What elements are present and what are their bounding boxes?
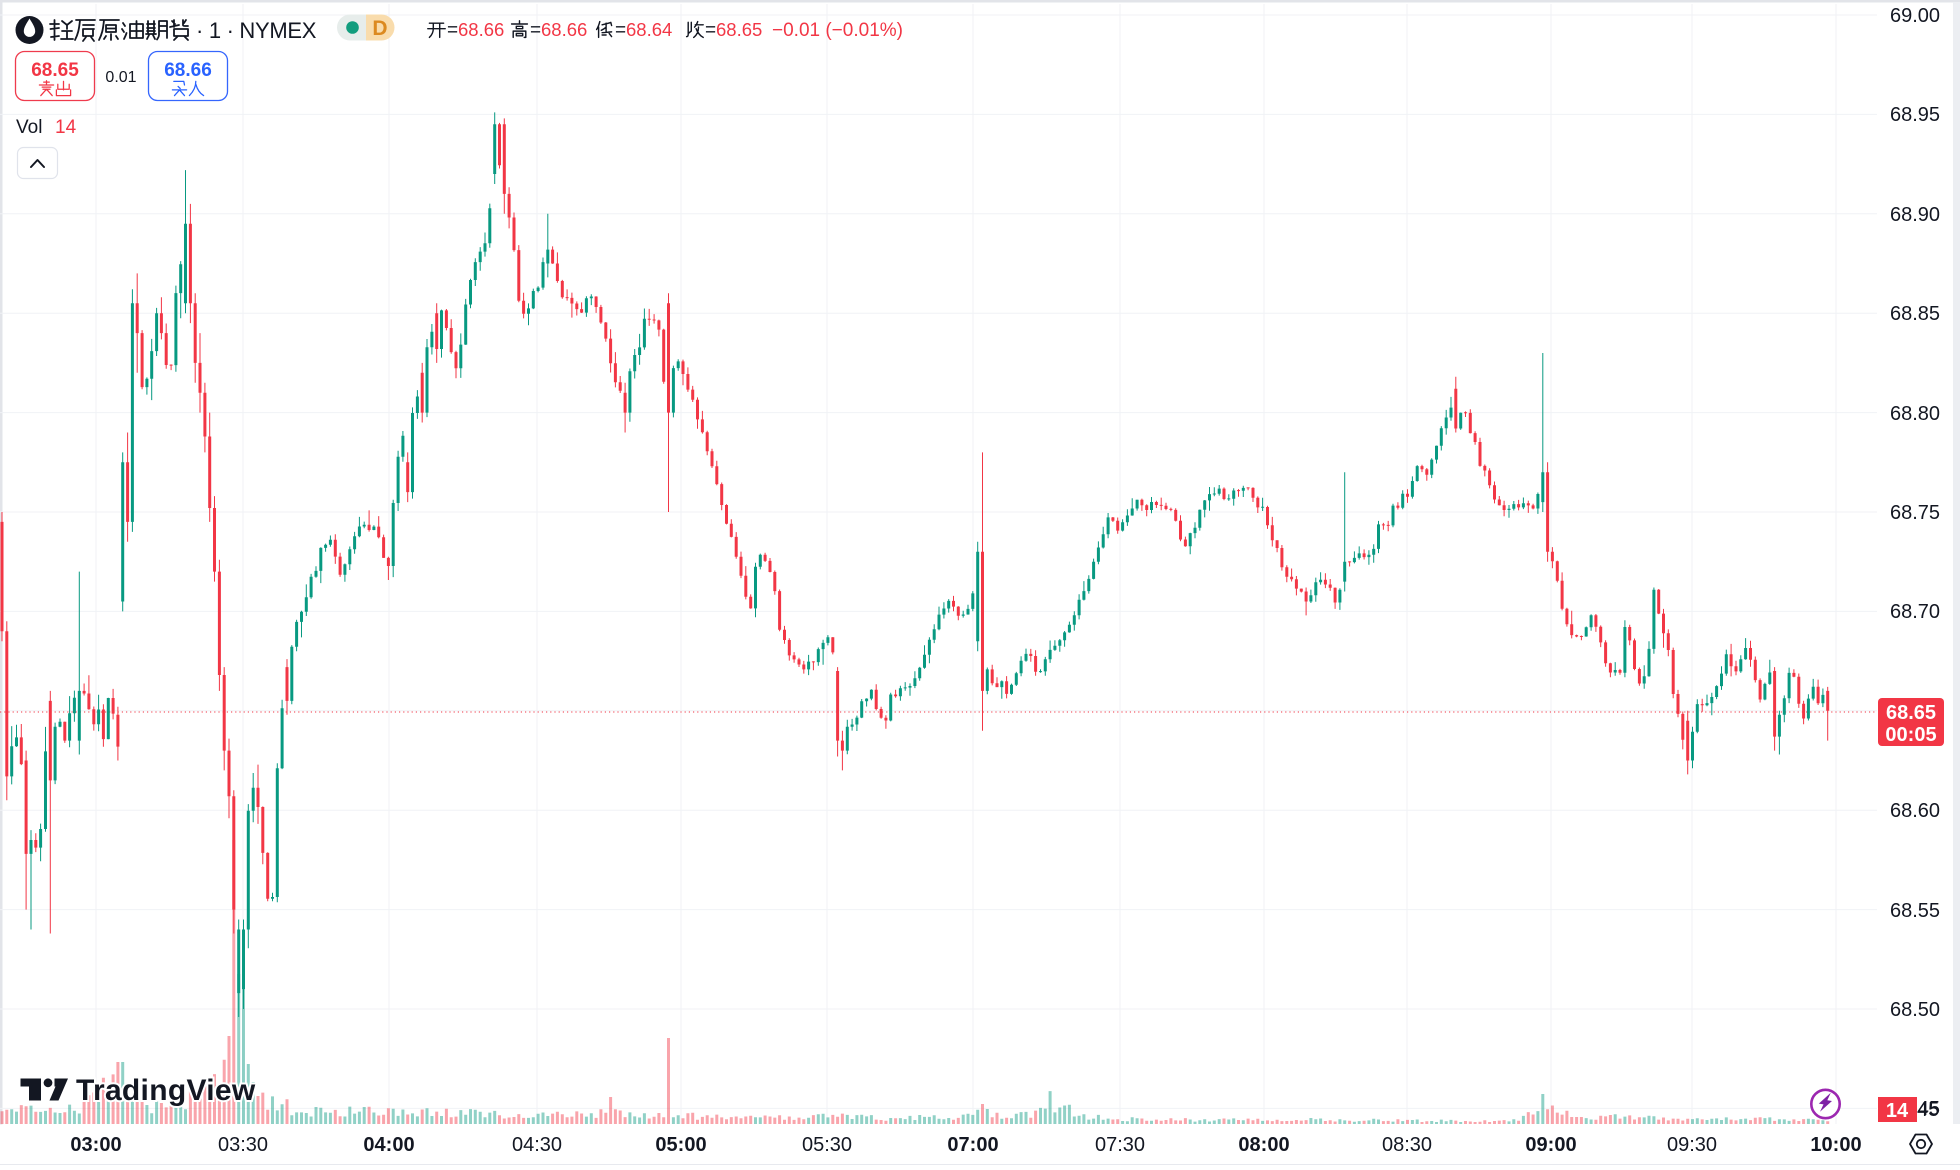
svg-text:68.66: 68.66 (541, 19, 587, 40)
svg-text:68.64: 68.64 (626, 19, 672, 40)
svg-text:D: D (372, 17, 387, 40)
svg-text:07:00: 07:00 (947, 1134, 998, 1156)
svg-text:68.75: 68.75 (1890, 502, 1940, 524)
svg-text:10:00: 10:00 (1810, 1134, 1861, 1156)
svg-text:14: 14 (55, 117, 77, 138)
svg-text:68.85: 68.85 (1890, 303, 1940, 325)
svg-text:68.65: 68.65 (1886, 702, 1936, 724)
svg-text:=: = (447, 20, 458, 41)
svg-text:68.70: 68.70 (1890, 601, 1940, 623)
svg-text:04:30: 04:30 (512, 1134, 562, 1156)
svg-text:· 1 · NYMEX: · 1 · NYMEX (196, 18, 317, 43)
svg-text:03:30: 03:30 (218, 1134, 268, 1156)
svg-text:Vol: Vol (16, 117, 42, 138)
svg-text:68.65: 68.65 (31, 60, 79, 81)
svg-text:04:00: 04:00 (363, 1134, 414, 1156)
svg-text:68.60: 68.60 (1890, 800, 1940, 822)
svg-text:08:00: 08:00 (1238, 1134, 1289, 1156)
svg-text:68.66: 68.66 (458, 19, 504, 40)
svg-text:TradingView: TradingView (76, 1074, 256, 1107)
svg-text:05:00: 05:00 (655, 1134, 706, 1156)
svg-text:68.90: 68.90 (1890, 204, 1940, 226)
svg-text:68.80: 68.80 (1890, 403, 1940, 425)
svg-text:68.55: 68.55 (1890, 900, 1940, 922)
svg-text:08:30: 08:30 (1382, 1134, 1432, 1156)
svg-text:00:05: 00:05 (1885, 724, 1936, 746)
svg-text:68.95: 68.95 (1890, 104, 1940, 126)
svg-text:05:30: 05:30 (802, 1134, 852, 1156)
svg-text:68.50: 68.50 (1890, 999, 1940, 1021)
svg-text:=: = (615, 20, 626, 41)
svg-text:0.01: 0.01 (105, 69, 136, 86)
svg-text:=: = (530, 20, 541, 41)
svg-text:45: 45 (1917, 1099, 1939, 1121)
svg-text:69.00: 69.00 (1890, 5, 1940, 27)
svg-text:07:30: 07:30 (1095, 1134, 1145, 1156)
svg-text:68.66: 68.66 (164, 60, 212, 81)
svg-text:03:00: 03:00 (70, 1134, 121, 1156)
svg-text:68.65: 68.65 (716, 19, 762, 40)
svg-text:14: 14 (1886, 1100, 1909, 1122)
svg-text:09:30: 09:30 (1667, 1134, 1717, 1156)
svg-text:09:00: 09:00 (1525, 1134, 1576, 1156)
svg-text:=: = (705, 20, 716, 41)
svg-text:−0.01 (−0.01%): −0.01 (−0.01%) (772, 20, 903, 41)
